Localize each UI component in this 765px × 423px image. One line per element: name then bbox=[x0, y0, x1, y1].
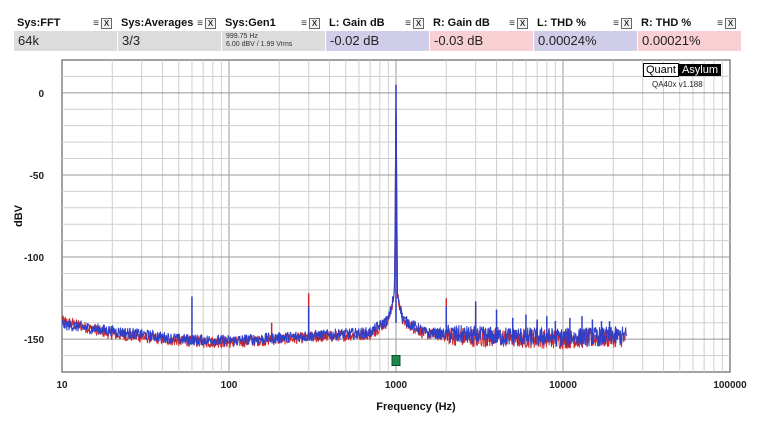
hamburger-icon[interactable]: ≡ bbox=[613, 18, 619, 29]
widget-l-gain-db: L: Gain dB ≡ X -0.02 dB bbox=[326, 15, 429, 51]
y-tick-label: 0 bbox=[38, 89, 44, 100]
brand-part1: Quant bbox=[643, 63, 679, 77]
close-icon[interactable]: X bbox=[101, 18, 112, 29]
close-icon[interactable]: X bbox=[621, 18, 632, 29]
hamburger-icon[interactable]: ≡ bbox=[717, 18, 723, 29]
widget-value: 0.00021% bbox=[642, 33, 701, 48]
generator-frequency: 999.75 Hz bbox=[226, 33, 258, 40]
widget-title: Sys:Averages bbox=[121, 17, 194, 29]
widget-value: 64k bbox=[18, 33, 39, 48]
widget-value: 0.00024% bbox=[538, 33, 597, 48]
close-icon[interactable]: X bbox=[205, 18, 216, 29]
widget-value: -0.02 dB bbox=[330, 33, 380, 48]
widget-sys-gen1: Sys:Gen1 ≡ X 999.75 Hz 6.00 dBV / 1.99 Vrms bbox=[222, 15, 325, 51]
hamburger-icon[interactable]: ≡ bbox=[405, 18, 411, 29]
close-icon[interactable]: X bbox=[517, 18, 528, 29]
widget-value: -0.03 dB bbox=[434, 33, 484, 48]
y-tick-label: -50 bbox=[30, 171, 45, 182]
widget-l-thd-: L: THD % ≡ X 0.00024% bbox=[534, 15, 637, 51]
widget-value-box: 0.00021% bbox=[638, 31, 741, 51]
widget-controls: ≡ X bbox=[717, 18, 736, 29]
widget-value: 3/3 bbox=[122, 33, 141, 48]
y-tick-label: -150 bbox=[24, 335, 44, 346]
widget-title: Sys:FFT bbox=[17, 17, 61, 29]
x-tick-label: 10 bbox=[56, 380, 68, 391]
widget-controls: ≡ X bbox=[93, 18, 112, 29]
widget-value-box: 999.75 Hz 6.00 dBV / 1.99 Vrms bbox=[222, 31, 325, 51]
close-icon[interactable]: X bbox=[309, 18, 320, 29]
widget-controls: ≡ X bbox=[405, 18, 424, 29]
hamburger-icon[interactable]: ≡ bbox=[93, 18, 99, 29]
brand-part2: Asylum bbox=[678, 64, 722, 76]
widget-controls: ≡ X bbox=[509, 18, 528, 29]
widget-title: L: THD % bbox=[537, 17, 586, 29]
widget-r-thd-: R: THD % ≡ X 0.00021% bbox=[638, 15, 741, 51]
widget-controls: ≡ X bbox=[613, 18, 632, 29]
widget-title: Sys:Gen1 bbox=[225, 17, 276, 29]
spectrum-chart: 0 -50 -100 -150 10 100 1000 10000 100000 Frequenc… bbox=[13, 59, 747, 413]
y-tick-label: -100 bbox=[24, 253, 44, 264]
version-label: QA40x v1.188 bbox=[652, 80, 703, 89]
x-tick-label: 10000 bbox=[549, 380, 577, 391]
widget-controls: ≡ X bbox=[197, 18, 216, 29]
x-tick-label: 100000 bbox=[713, 380, 747, 391]
widget-value-box: 3/3 bbox=[118, 31, 221, 51]
series-noise-trace bbox=[61, 100, 627, 348]
hamburger-icon[interactable]: ≡ bbox=[301, 18, 307, 29]
widget-controls: ≡ X bbox=[301, 18, 320, 29]
widget-sys-averages: Sys:Averages ≡ X 3/3 bbox=[118, 15, 221, 51]
hamburger-icon[interactable]: ≡ bbox=[509, 18, 515, 29]
x-tick-label: 100 bbox=[221, 380, 238, 391]
widget-sys-fft: Sys:FFT ≡ X 64k bbox=[14, 15, 117, 51]
widget-value-box: -0.03 dB bbox=[430, 31, 533, 51]
widget-title: R: THD % bbox=[641, 17, 692, 29]
widget-value-box: 0.00024% bbox=[534, 31, 637, 51]
x-axis-label: Frequency (Hz) bbox=[376, 401, 456, 413]
widget-title: R: Gain dB bbox=[433, 17, 490, 29]
frequency-marker bbox=[391, 355, 401, 367]
x-tick-label: 1000 bbox=[385, 380, 408, 391]
brand-logo: Quant Asylum bbox=[643, 63, 722, 77]
generator-level: 6.00 dBV / 1.99 Vrms bbox=[226, 41, 293, 48]
close-icon[interactable]: X bbox=[725, 18, 736, 29]
widget-title: L: Gain dB bbox=[329, 17, 385, 29]
widget-r-gain-db: R: Gain dB ≡ X -0.03 dB bbox=[430, 15, 533, 51]
widget-bar: Sys:FFT ≡ X 64k Sys:Averages ≡ X 3/3 Sys:Gen1 ≡ X 9… bbox=[14, 15, 750, 51]
widget-value-box: 64k bbox=[14, 31, 117, 51]
y-axis-label: dBV bbox=[13, 204, 25, 227]
widget-value-box: -0.02 dB bbox=[326, 31, 429, 51]
hamburger-icon[interactable]: ≡ bbox=[197, 18, 203, 29]
close-icon[interactable]: X bbox=[413, 18, 424, 29]
